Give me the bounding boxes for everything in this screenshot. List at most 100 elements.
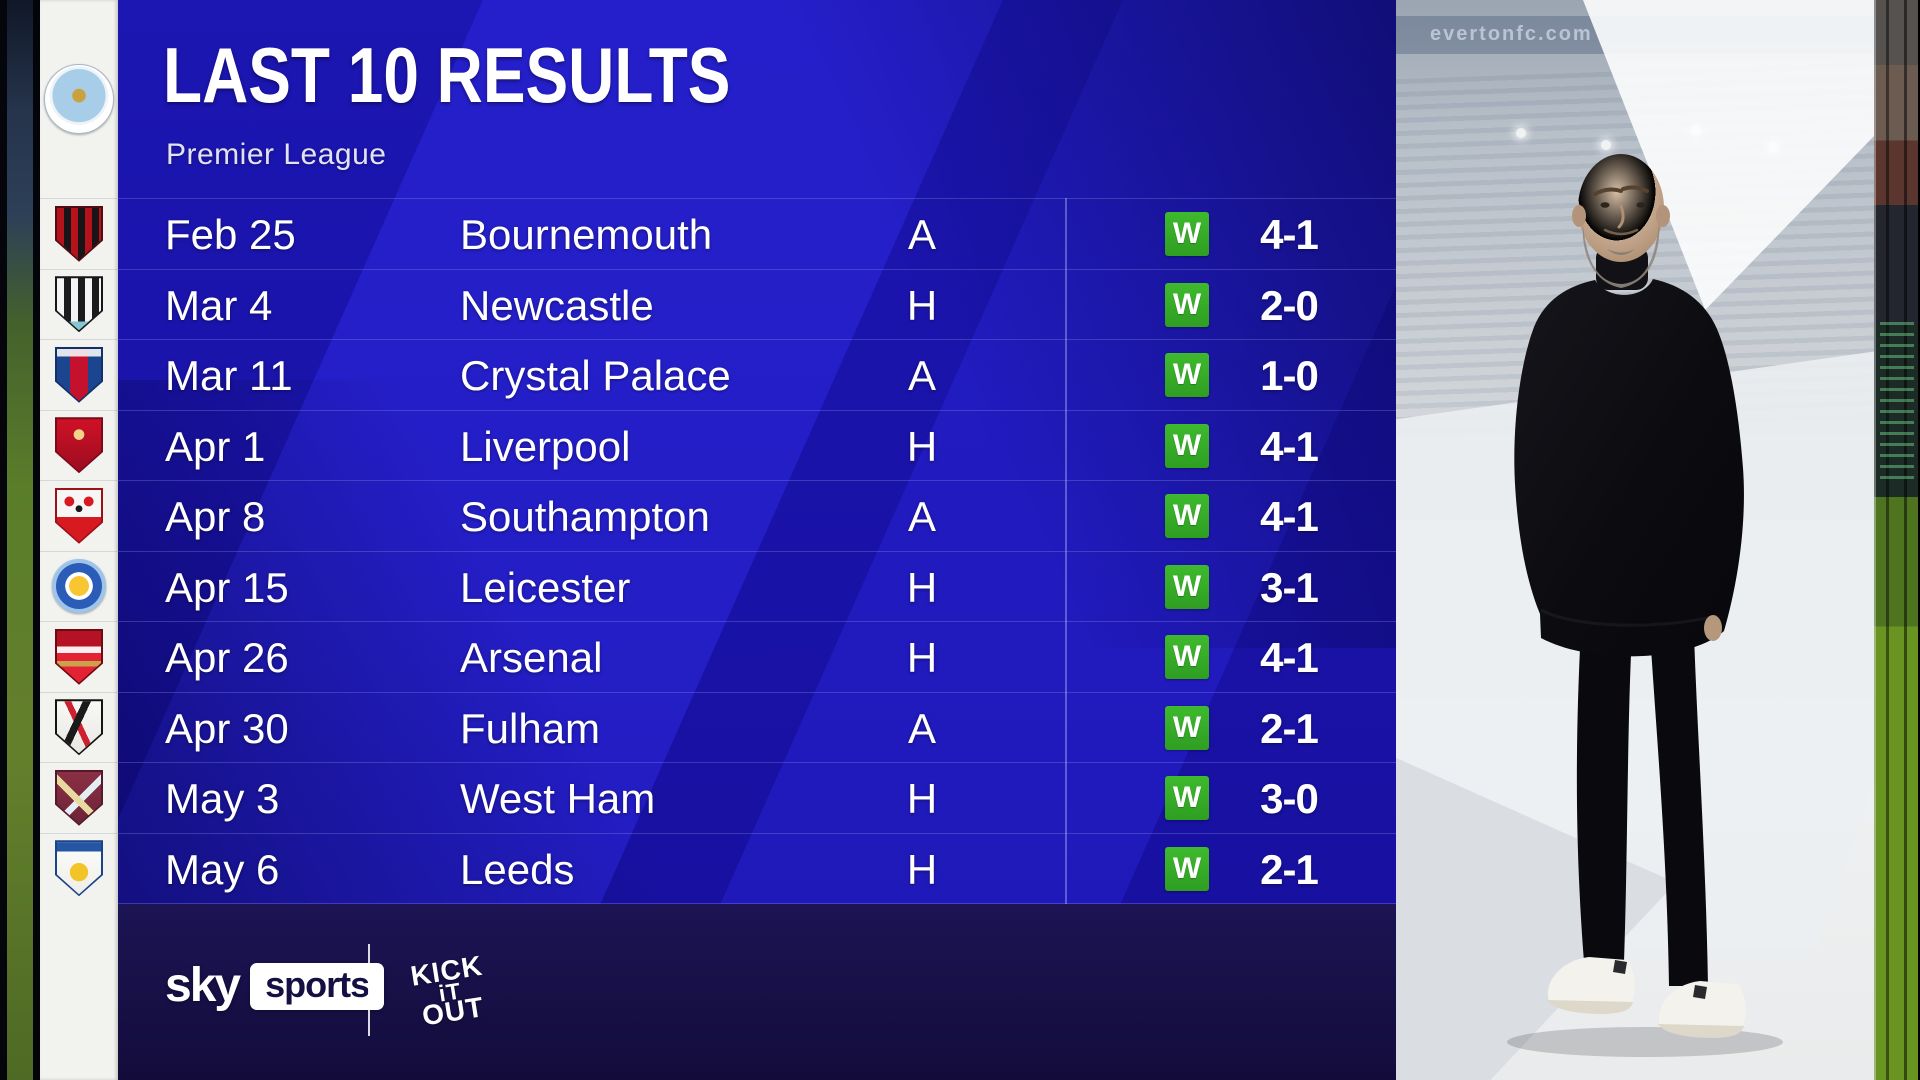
liverpool-badge-face <box>57 419 101 472</box>
photo-panel: evertonfc.com <box>1396 0 1920 1080</box>
logo-divider <box>368 944 370 1036</box>
result-row-southampton: Apr 8 Southampton A W 4-1 <box>118 480 1396 551</box>
badge-cell-arsenal <box>40 621 118 692</box>
results-table: Feb 25 Bournemouth A W 4-1 Mar 4 Newcastle H W 2-… <box>118 198 1396 904</box>
badge-cell-leeds <box>40 832 118 904</box>
fulham-badge-face <box>57 701 101 754</box>
kick-it-out-logo: KICK iT OUT <box>395 937 505 1047</box>
result-badge-win: W <box>1165 846 1209 891</box>
floodlight-dot <box>1601 140 1611 150</box>
sports-logo-box: sports <box>250 962 385 1010</box>
result-row-arsenal: Apr 26 Arsenal H W 4-1 <box>118 621 1396 692</box>
badge-cell-southampton <box>40 480 118 551</box>
venue-flag: H <box>906 563 938 611</box>
opponent-name: Liverpool <box>460 422 631 470</box>
result-badge-win: W <box>1165 212 1209 256</box>
footer-band: sky sports KICK iT OUT <box>118 904 1396 1080</box>
badge-cell-manchester-city <box>40 0 118 198</box>
result-badge-win: W <box>1165 776 1209 820</box>
team-badge-rail <box>40 0 118 1080</box>
opponent-name: Arsenal <box>460 634 603 681</box>
arsenal-badge-icon <box>55 628 103 685</box>
crystal-palace-badge-icon <box>55 346 103 403</box>
match-date: Apr 26 <box>165 634 289 681</box>
bournemouth-badge-face <box>57 207 101 260</box>
leicester-badge-icon <box>52 559 106 614</box>
badge-cell-crystal-palace <box>40 339 118 410</box>
match-date: May 3 <box>165 775 280 822</box>
match-date: Mar 11 <box>165 352 293 399</box>
match-score: 4-1 <box>1260 493 1319 540</box>
result-row-leicester: Apr 15 Leicester H W 3-1 <box>118 550 1396 622</box>
result-badge-win: W <box>1165 282 1209 327</box>
result-row-west-ham: May 3 West Ham H W 3-0 <box>118 762 1396 833</box>
badge-cell-bournemouth <box>40 198 118 269</box>
match-date: Apr 30 <box>165 704 289 752</box>
result-row-liverpool: Apr 1 Liverpool H W 4-1 <box>118 409 1396 481</box>
venue-flag: A <box>907 211 936 258</box>
sky-logo-text: sky <box>165 959 241 1012</box>
venue-flag: H <box>906 634 938 681</box>
result-badge-win: W <box>1165 423 1209 468</box>
result-badge-win: W <box>1165 353 1209 397</box>
match-score: 1-0 <box>1260 352 1319 399</box>
arsenal-badge-face <box>57 630 101 683</box>
page-title: LAST 10 RESULTS <box>163 31 731 119</box>
match-score: 3-0 <box>1260 775 1319 822</box>
match-date: Apr 15 <box>165 563 289 611</box>
venue-flag: A <box>907 493 936 540</box>
match-date: Apr 1 <box>165 422 266 470</box>
result-row-leeds: May 6 Leeds H W 2-1 <box>118 832 1396 904</box>
video-edge-right <box>1874 0 1920 1080</box>
manager-cutout-figure <box>1507 154 1783 1057</box>
badge-cell-fulham <box>40 691 118 763</box>
venue-flag: H <box>906 422 938 470</box>
scoreboard-glow <box>1880 322 1914 482</box>
southampton-badge-icon <box>55 487 103 544</box>
result-row-crystal-palace: Mar 11 Crystal Palace A W 1-0 <box>118 339 1396 410</box>
match-score: 4-1 <box>1260 422 1319 470</box>
result-row-newcastle: Mar 4 Newcastle H W 2-0 <box>118 268 1396 340</box>
badge-cell-newcastle <box>40 268 118 340</box>
badge-cell-liverpool <box>40 409 118 481</box>
result-row-fulham: Apr 30 Fulham A W 2-1 <box>118 691 1396 763</box>
match-date: Apr 8 <box>165 493 266 540</box>
video-edge-left <box>0 0 40 1080</box>
opponent-name: Fulham <box>460 704 601 752</box>
west-ham-badge-icon <box>55 769 103 826</box>
leeds-badge-icon <box>55 840 103 897</box>
manchester-city-badge-icon <box>44 64 114 134</box>
venue-flag: H <box>906 281 938 329</box>
venue-flag: H <box>906 845 938 893</box>
opponent-name: Newcastle <box>460 281 654 329</box>
sports-logo-text: sports <box>265 963 370 1005</box>
badge-cell-west-ham <box>40 762 118 833</box>
stadium-watermark-text: evertonfc.com <box>1430 23 1593 45</box>
result-badge-win: W <box>1165 705 1209 750</box>
results-panel: LAST 10 RESULTS Premier League Feb 25 Bou… <box>118 0 1396 1080</box>
result-badge-win: W <box>1165 494 1209 538</box>
badge-cell-leicester <box>40 550 118 622</box>
opponent-name: Leeds <box>460 845 575 893</box>
match-score: 4-1 <box>1260 211 1319 258</box>
opponent-name: Southampton <box>460 493 710 540</box>
newcastle-badge-face <box>57 278 101 331</box>
match-score: 2-0 <box>1260 281 1319 329</box>
match-date: Mar 4 <box>165 281 273 329</box>
match-score: 2-1 <box>1260 704 1319 752</box>
crystal-palace-badge-face <box>57 348 101 401</box>
match-date: Feb 25 <box>165 211 296 258</box>
match-score: 2-1 <box>1260 845 1319 893</box>
west-ham-badge-face <box>57 771 101 824</box>
opponent-name: Bournemouth <box>460 211 713 258</box>
opponent-name: Crystal Palace <box>460 352 731 399</box>
leeds-badge-face <box>57 842 101 895</box>
column-divider <box>1065 198 1067 904</box>
leicester-badge-face <box>56 563 102 610</box>
page-subtitle: Premier League <box>166 138 387 171</box>
result-badge-win: W <box>1165 564 1209 609</box>
venue-flag: H <box>906 775 938 822</box>
liverpool-badge-icon <box>55 417 103 474</box>
match-score: 4-1 <box>1260 634 1319 681</box>
venue-flag: A <box>907 704 936 752</box>
